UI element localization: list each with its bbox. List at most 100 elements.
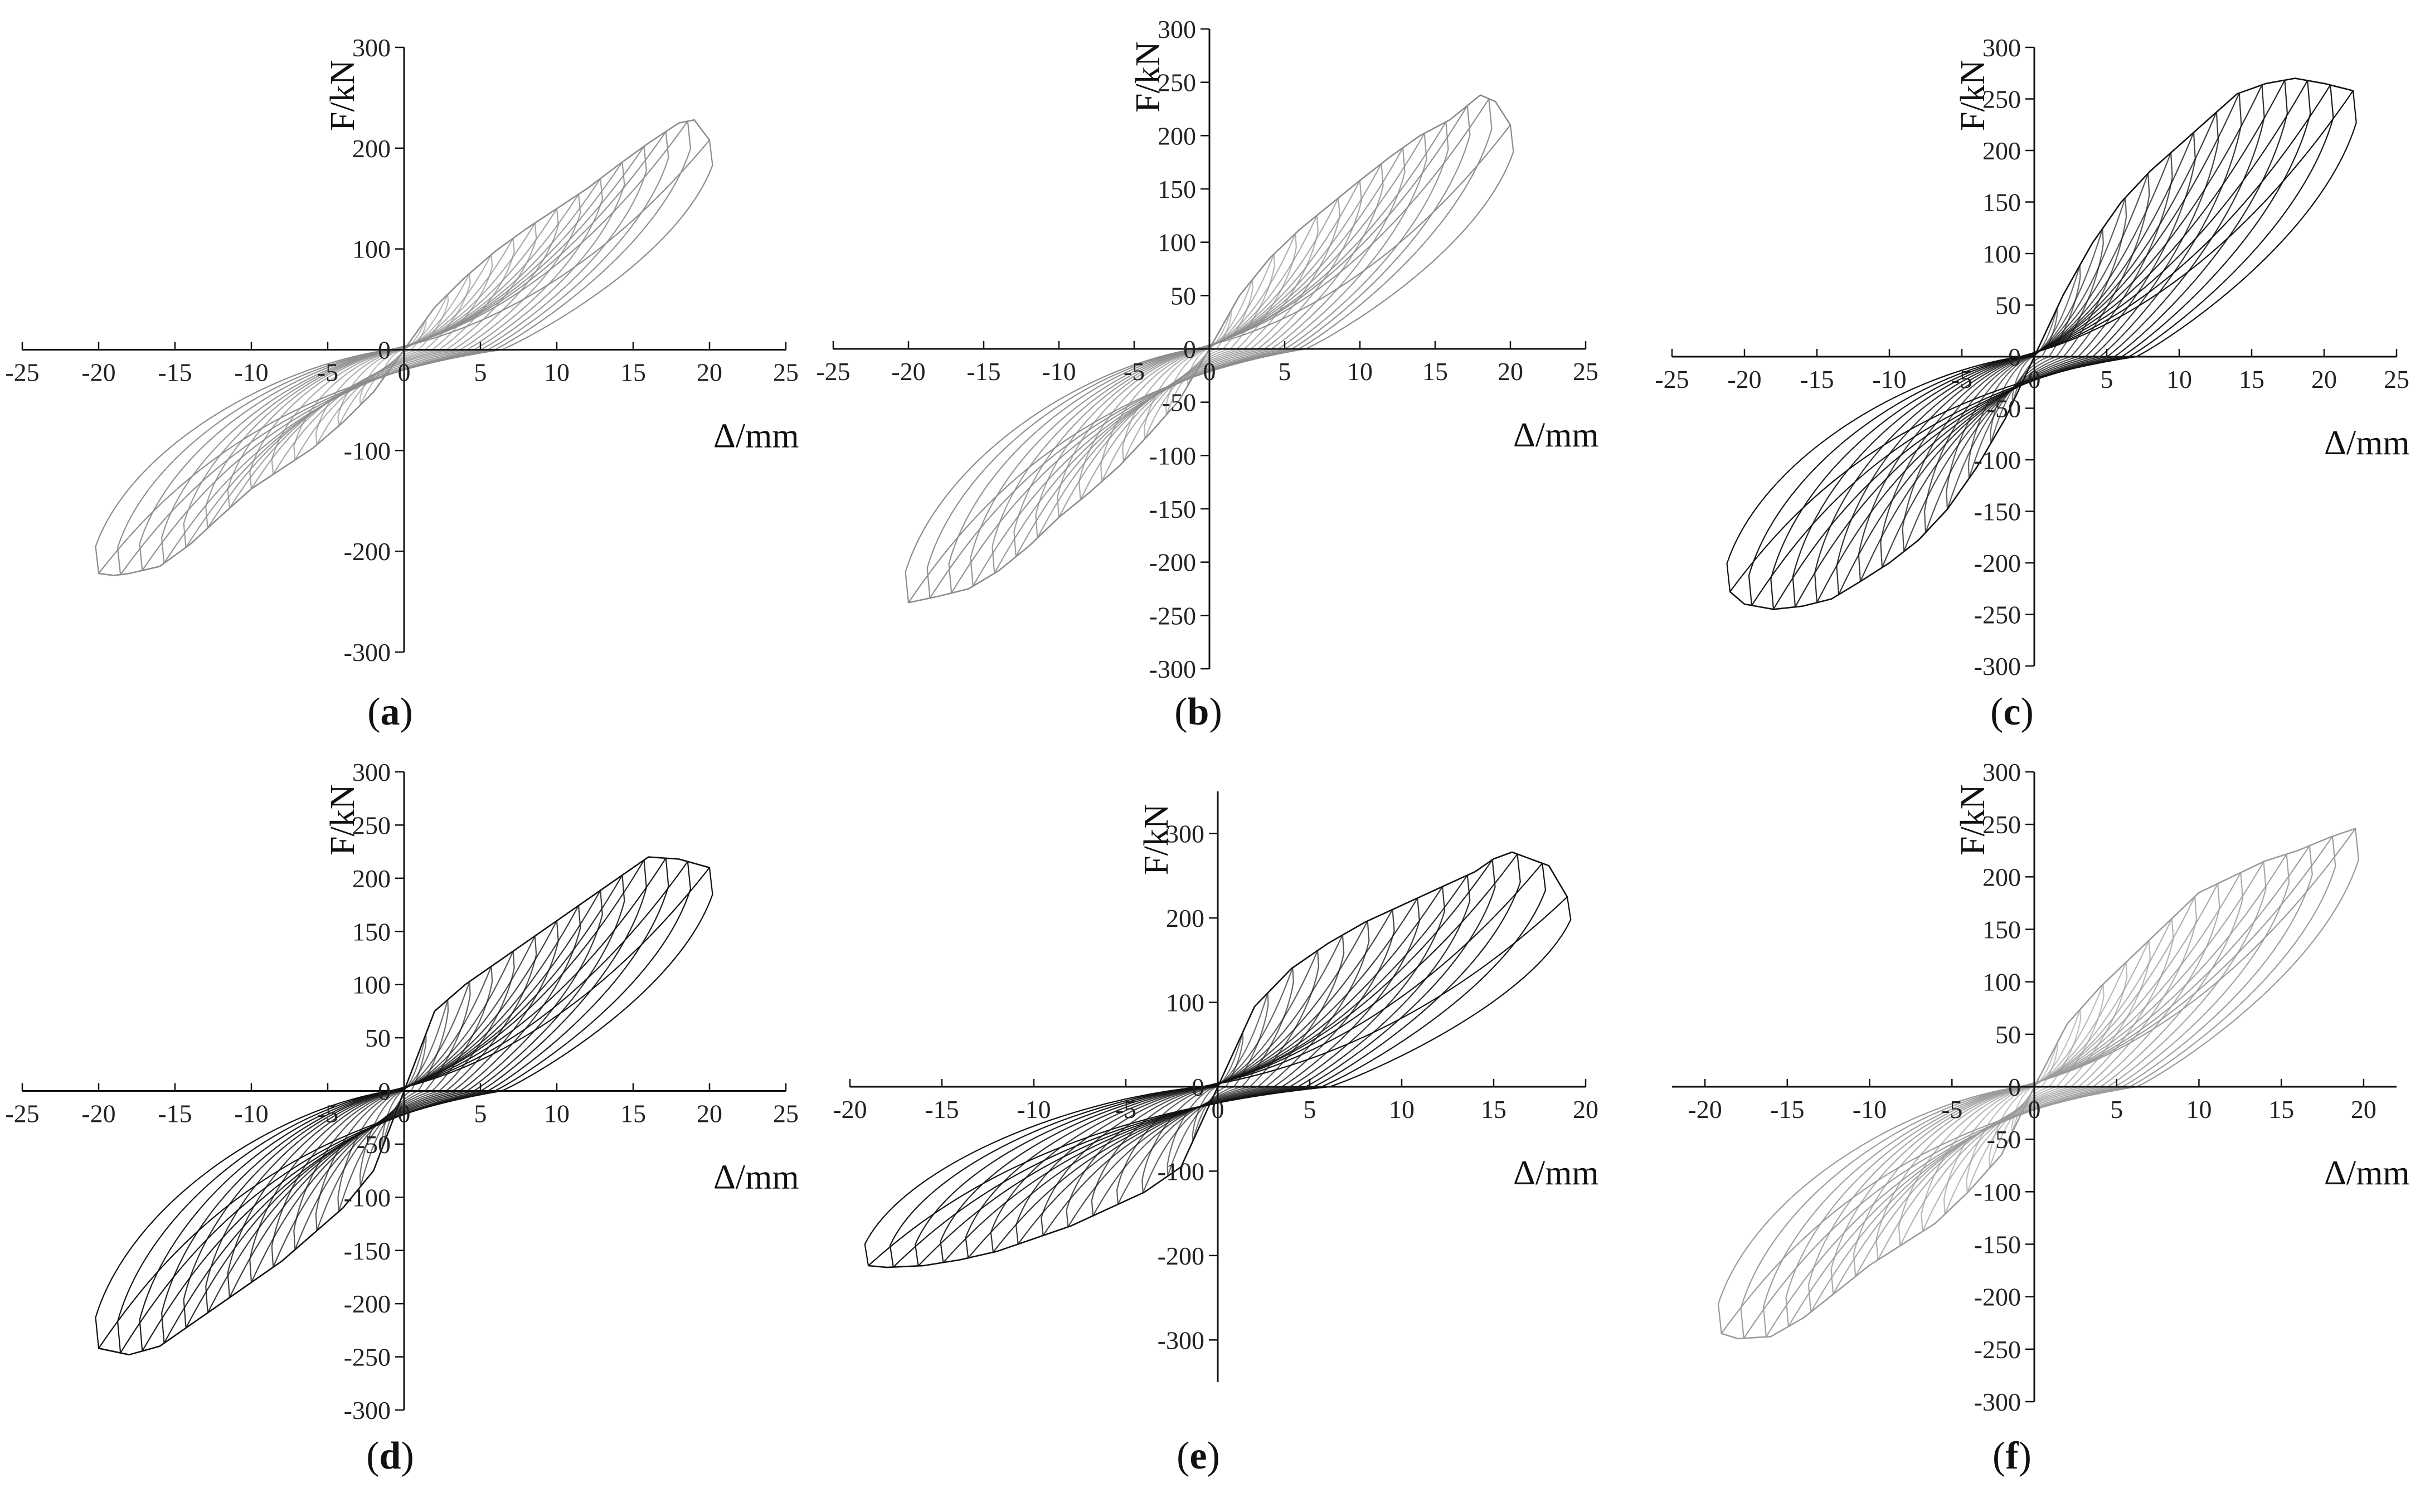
hysteresis-loops bbox=[1717, 828, 2359, 1340]
hysteresis-loop-9 bbox=[1013, 147, 1406, 557]
x-tick-label-6: 5 bbox=[2101, 365, 2113, 393]
y-tick-label-12: -300 bbox=[1974, 1388, 2021, 1416]
y-tick-label-3: 0 bbox=[378, 336, 391, 364]
y-tick-label-0: 300 bbox=[1158, 15, 1196, 43]
y-tick-label-4: -100 bbox=[1158, 1157, 1204, 1185]
y-axis-label: F/kN bbox=[324, 60, 362, 131]
y-axis-label: F/kN bbox=[1138, 804, 1175, 875]
hysteresis-loop-14 bbox=[95, 139, 713, 575]
y-tick-label-12: -300 bbox=[1149, 655, 1196, 683]
skeleton-curve-positive bbox=[403, 856, 710, 1091]
y-tick-label-7: -50 bbox=[357, 1130, 391, 1159]
x-tick-label-6: 10 bbox=[1389, 1095, 1415, 1124]
panel-label: (d) bbox=[366, 1435, 414, 1477]
x-axis-label: Δ/mm bbox=[2324, 1154, 2410, 1192]
hysteresis-loop-9 bbox=[205, 889, 603, 1314]
y-tick-label-1: 250 bbox=[1982, 810, 2021, 839]
y-tick-label-2: 200 bbox=[1982, 137, 2021, 165]
y-tick-label-5: 50 bbox=[365, 1024, 391, 1052]
y-tick-label-2: 100 bbox=[1166, 989, 1204, 1017]
x-tick-label-1: -20 bbox=[81, 358, 115, 387]
y-tick-label-10: -200 bbox=[1974, 1283, 2021, 1311]
y-tick-label-1: 250 bbox=[352, 811, 391, 839]
x-tick-label-5: 0 bbox=[1203, 357, 1216, 386]
x-tick-label-1: -20 bbox=[1727, 365, 1761, 393]
hysteresis-loop-9 bbox=[1836, 92, 2242, 595]
x-tick-label-2: -10 bbox=[1853, 1095, 1887, 1124]
x-tick-label-3: -10 bbox=[1872, 365, 1906, 393]
x-tick-label-7: 15 bbox=[1481, 1095, 1506, 1124]
x-tick-label-0: -20 bbox=[833, 1095, 867, 1124]
x-tick-label-0: -20 bbox=[1688, 1095, 1722, 1124]
hysteresis-loops bbox=[1726, 77, 2357, 610]
y-axis-label: F/kN bbox=[1954, 60, 1992, 131]
x-tick-label-1: -15 bbox=[925, 1095, 959, 1124]
panel-e: -20 -15 -10 -5 0 5 10 15 20 300 200 100 0 -100 -200 -30… bbox=[833, 791, 1599, 1477]
skeleton-curve-negative bbox=[868, 1086, 1219, 1268]
y-tick-label-3: 150 bbox=[1982, 188, 2021, 217]
y-tick-label-11: -250 bbox=[344, 1343, 391, 1372]
y-tick-label-1: 200 bbox=[352, 134, 391, 163]
skeleton-curve-positive bbox=[1208, 94, 1512, 349]
y-tick-label-3: 150 bbox=[352, 917, 391, 946]
y-tick-label-8: -100 bbox=[1149, 441, 1196, 470]
x-tick-label-2: -15 bbox=[966, 357, 1000, 386]
hysteresis-loop-11 bbox=[970, 121, 1449, 587]
hysteresis-loop-7 bbox=[1875, 896, 2198, 1261]
hysteresis-loop-10 bbox=[183, 161, 625, 548]
x-tick-label-8: 15 bbox=[1422, 357, 1448, 386]
y-tick-label-2: 200 bbox=[1982, 863, 2021, 891]
x-tick-label-9: 20 bbox=[1498, 357, 1523, 386]
x-tick-label-2: -10 bbox=[1017, 1095, 1051, 1124]
x-tick-label-1: -15 bbox=[1770, 1095, 1804, 1124]
hysteresis-loop-3 bbox=[337, 981, 471, 1213]
hysteresis-loop-12 bbox=[948, 105, 1471, 594]
hysteresis-loop-4 bbox=[315, 965, 493, 1232]
panel-c: -25 -20 -15 -10 -5 0 5 10 15 20 253002502001501005… bbox=[1655, 33, 2409, 733]
skeleton-curve-negative bbox=[908, 348, 1211, 604]
hysteresis-loop-10 bbox=[1807, 860, 2267, 1313]
x-tick-label-8: 20 bbox=[1573, 1095, 1598, 1124]
panel-b: -25 -20 -15 -10 -5 0 5 10 15 20 253002502001501005… bbox=[816, 15, 1598, 733]
x-tick-label-9: 20 bbox=[697, 1100, 722, 1128]
x-tick-label-2: -15 bbox=[1800, 365, 1834, 393]
x-tick-label-4: -5 bbox=[1124, 357, 1145, 386]
y-axis-label: F/kN bbox=[1954, 785, 1992, 855]
hysteresis-loop-13 bbox=[1748, 84, 2334, 606]
x-tick-label-4: -5 bbox=[317, 1100, 338, 1128]
x-tick-label-6: 5 bbox=[474, 1100, 487, 1128]
hysteresis-loop-11 bbox=[161, 859, 647, 1344]
hysteresis-loop-10 bbox=[183, 874, 625, 1329]
y-tick-label-3: 150 bbox=[1982, 916, 2021, 944]
x-tick-label-9: 20 bbox=[697, 358, 722, 387]
y-tick-label-11: -250 bbox=[1974, 1335, 2021, 1364]
x-tick-label-4: -5 bbox=[317, 358, 338, 387]
hysteresis-loop-11 bbox=[940, 859, 1496, 1263]
x-tick-label-7: 15 bbox=[2268, 1095, 2294, 1124]
x-axis-label: Δ/mm bbox=[713, 1159, 799, 1197]
y-tick-label-10: -200 bbox=[1974, 549, 2021, 577]
y-tick-label-1: 250 bbox=[1158, 69, 1196, 97]
y-tick-label-6: 0 bbox=[378, 1077, 391, 1106]
y-tick-label-5: 50 bbox=[1995, 1020, 2021, 1049]
y-tick-label-9: -150 bbox=[1974, 498, 2021, 526]
hysteresis-loop-7 bbox=[249, 920, 559, 1284]
x-axis-label: Δ/mm bbox=[713, 417, 799, 455]
hysteresis-loop-6 bbox=[271, 935, 537, 1268]
x-tick-label-8: 15 bbox=[620, 358, 646, 387]
hysteresis-loop-7 bbox=[249, 208, 559, 490]
panel-a: -25 -20 -15 -10 -5 0 5 10 15 20 25 300 200 100 0 -100 -2… bbox=[5, 33, 799, 733]
x-tick-label-1: -20 bbox=[81, 1100, 115, 1128]
hysteresis-loop-13 bbox=[116, 860, 692, 1354]
x-tick-label-5: 0 bbox=[398, 358, 411, 387]
y-tick-label-6: 0 bbox=[2008, 1073, 2021, 1101]
hysteresis-loop-12 bbox=[139, 857, 669, 1352]
y-tick-label-1: 200 bbox=[1166, 904, 1204, 932]
x-tick-label-5: 5 bbox=[2110, 1095, 2123, 1124]
hysteresis-loop-13 bbox=[1740, 835, 2336, 1339]
y-tick-label-4: 100 bbox=[1158, 228, 1196, 257]
x-tick-label-10: 25 bbox=[773, 1100, 799, 1128]
hysteresis-loop-7 bbox=[1057, 179, 1362, 518]
skeleton-curve-positive bbox=[2033, 77, 2354, 357]
y-tick-label-6: 0 bbox=[1183, 335, 1196, 363]
